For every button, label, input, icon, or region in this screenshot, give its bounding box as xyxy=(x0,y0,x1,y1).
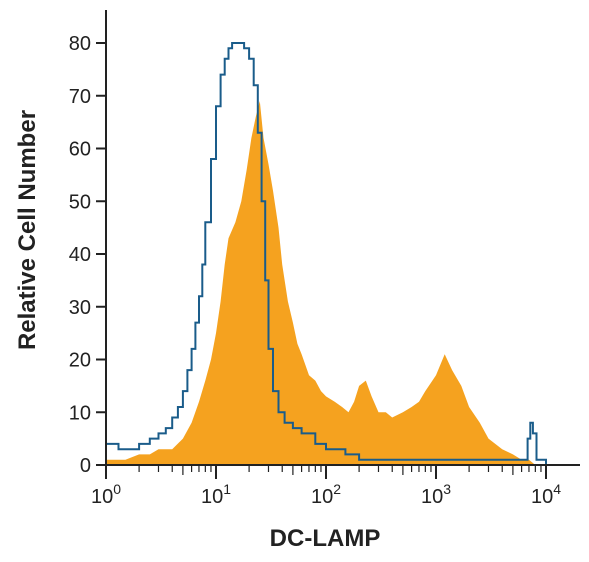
x-tick-label: 104 xyxy=(531,481,561,508)
y-axis-title: Relative Cell Number xyxy=(14,110,41,350)
y-tick-label: 40 xyxy=(69,244,91,266)
filled-histogram-layer xyxy=(106,101,536,465)
y-tick-label: 50 xyxy=(69,191,91,213)
tick-labels-layer: 0 10 20 30 40 50 60 70 80 100 101 102 103 104 xyxy=(69,33,561,508)
filled-histogram-series xyxy=(106,101,536,465)
x-axis-title: DC-LAMP xyxy=(270,525,381,552)
y-tick-label: 30 xyxy=(69,297,91,319)
x-tick-label: 103 xyxy=(421,481,451,508)
y-tick-label: 70 xyxy=(69,86,91,108)
y-tick-label: 60 xyxy=(69,139,91,161)
x-tick-label: 100 xyxy=(91,481,121,508)
y-tick-label: 20 xyxy=(69,350,91,372)
y-tick-label: 80 xyxy=(69,33,91,55)
outline-histogram-layer xyxy=(106,42,547,465)
y-tick-label: 0 xyxy=(80,455,91,477)
x-tick-label: 101 xyxy=(201,481,231,508)
x-tick-label: 102 xyxy=(311,481,341,508)
outline-histogram-series xyxy=(106,42,547,465)
y-tick-label: 10 xyxy=(69,402,91,424)
axes-layer xyxy=(96,10,580,479)
